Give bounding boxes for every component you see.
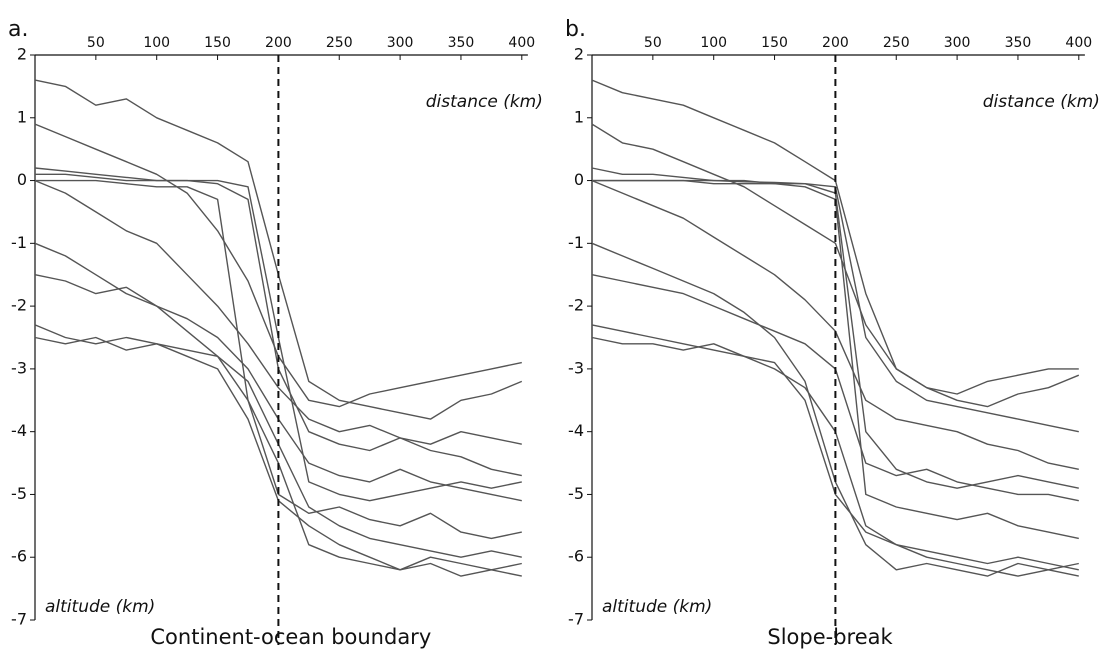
y-tick-label: -5: [568, 484, 584, 503]
caption: Slope-break: [767, 625, 893, 649]
x-tick-label: 400: [1065, 35, 1092, 51]
x-axis-label: distance (km): [426, 92, 543, 112]
x-tick-label: 250: [326, 35, 353, 51]
y-tick-label: 0: [17, 170, 27, 189]
y-tick-label: -6: [11, 547, 27, 566]
y-axis-label: altitude (km): [45, 597, 155, 617]
profile-line: [591, 336, 1079, 571]
x-axis-label: distance (km): [983, 92, 1100, 112]
y-axis-label: altitude (km): [602, 597, 712, 617]
y-tick-label: -5: [11, 484, 27, 503]
y-tick-label: 1: [574, 107, 584, 126]
y-tick-label: 2: [574, 45, 584, 64]
x-tick-label: 400: [508, 35, 535, 51]
y-tick-label: -2: [11, 296, 27, 315]
y-tick-label: -4: [568, 421, 584, 440]
y-tick-label: -3: [568, 358, 584, 377]
y-tick-label: -1: [568, 233, 584, 252]
profile-line: [34, 179, 522, 477]
x-tick-label: 300: [944, 35, 971, 51]
x-tick-label: 100: [143, 35, 170, 51]
y-tick-label: -2: [568, 296, 584, 315]
y-tick-label: -7: [11, 610, 27, 629]
y-tick-label: -7: [568, 610, 584, 629]
x-tick-label: 200: [265, 35, 292, 51]
y-tick-label: -1: [11, 233, 27, 252]
x-tick-label: 150: [204, 35, 231, 51]
profile-line: [35, 179, 522, 540]
panel-label: a.: [8, 17, 28, 42]
x-tick-label: 100: [700, 35, 727, 51]
x-tick-label: 200: [822, 35, 849, 51]
profile-line: [591, 123, 1079, 395]
x-tick-label: 50: [87, 35, 105, 51]
panel-label: b.: [565, 17, 586, 42]
x-tick-label: 250: [883, 35, 910, 51]
x-tick-label: 350: [448, 35, 475, 51]
y-tick-label: -6: [568, 547, 584, 566]
x-tick-label: 350: [1005, 35, 1032, 51]
y-tick-label: -3: [11, 358, 27, 377]
x-tick-label: 50: [644, 35, 662, 51]
x-tick-label: 150: [761, 35, 788, 51]
y-tick-label: 2: [17, 45, 27, 64]
caption: Continent-ocean boundary: [150, 625, 431, 649]
y-tick-label: -4: [11, 421, 27, 440]
y-tick-label: 0: [574, 170, 584, 189]
x-tick-label: 300: [387, 35, 414, 51]
y-tick-label: 1: [17, 107, 27, 126]
